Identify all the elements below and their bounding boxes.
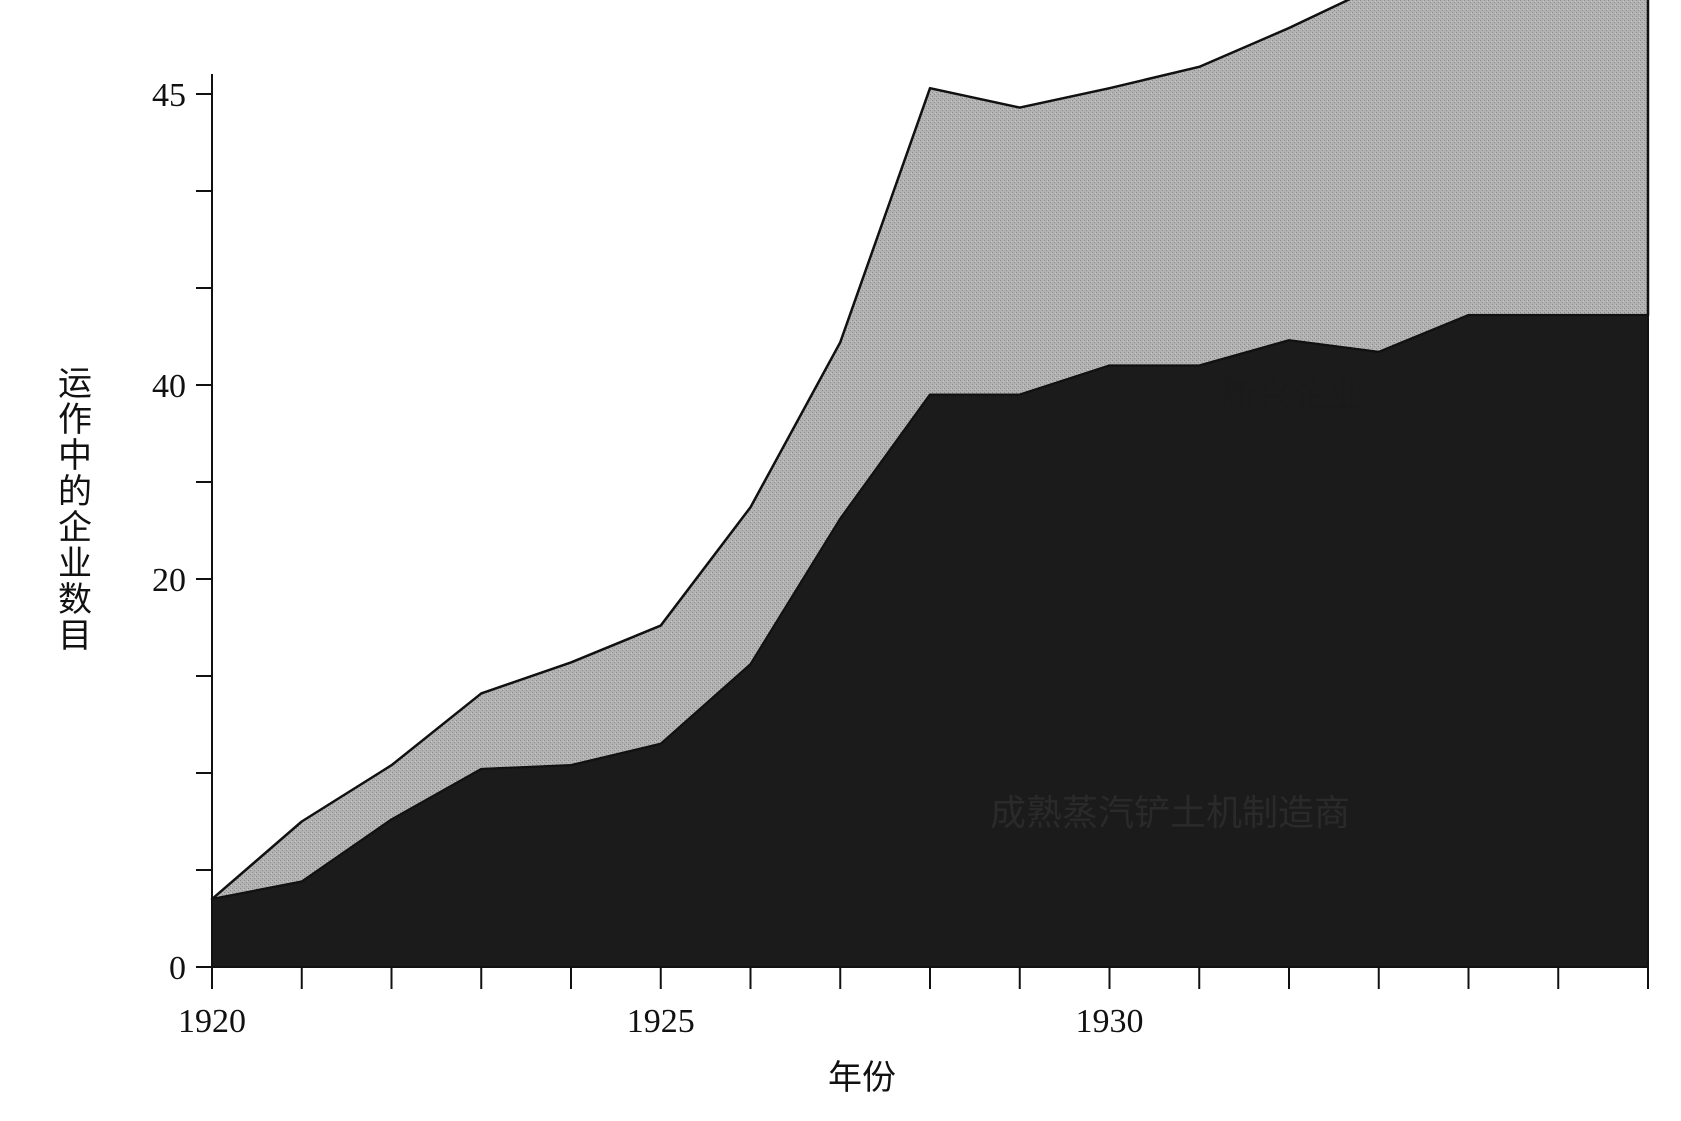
- axes-layer: 0 20 40 45 1920 1925 1930: [152, 74, 1649, 1040]
- areas-layer: [210, 0, 1650, 968]
- y-axis-title-char: 的: [58, 473, 92, 511]
- x-tick-label: 1925: [627, 1003, 695, 1040]
- y-axis-title-char: 数: [58, 581, 92, 619]
- y-axis-title-char: 运: [58, 366, 92, 403]
- labels-layer: 成熟蒸汽铲土机制造商 新兴企业 年份 运作中的企业数目: [58, 366, 1365, 1097]
- x-tick-label: 1920: [178, 1003, 246, 1040]
- y-axis-title-char: 目: [58, 618, 92, 655]
- y-tick-label: 45: [152, 77, 186, 114]
- area-established-makers: [211, 314, 1649, 968]
- y-axis-title: 运作中的企业数目: [58, 366, 92, 655]
- y-tick-label: 20: [152, 562, 186, 599]
- y-tick-label: 40: [152, 368, 186, 405]
- y-axis-title-char: 业: [58, 546, 92, 583]
- x-tick-label: 1930: [1076, 1003, 1144, 1040]
- y-axis-title-char: 作: [58, 402, 92, 439]
- series-label-new-entrants: 新兴企业: [1221, 375, 1365, 415]
- x-axis-title: 年份: [828, 1059, 896, 1097]
- y-axis-title-char: 中: [58, 437, 92, 475]
- series-label-established-makers: 成熟蒸汽铲土机制造商: [990, 793, 1350, 833]
- y-axis-title-char: 企: [58, 509, 92, 547]
- y-tick-label: 0: [169, 950, 186, 987]
